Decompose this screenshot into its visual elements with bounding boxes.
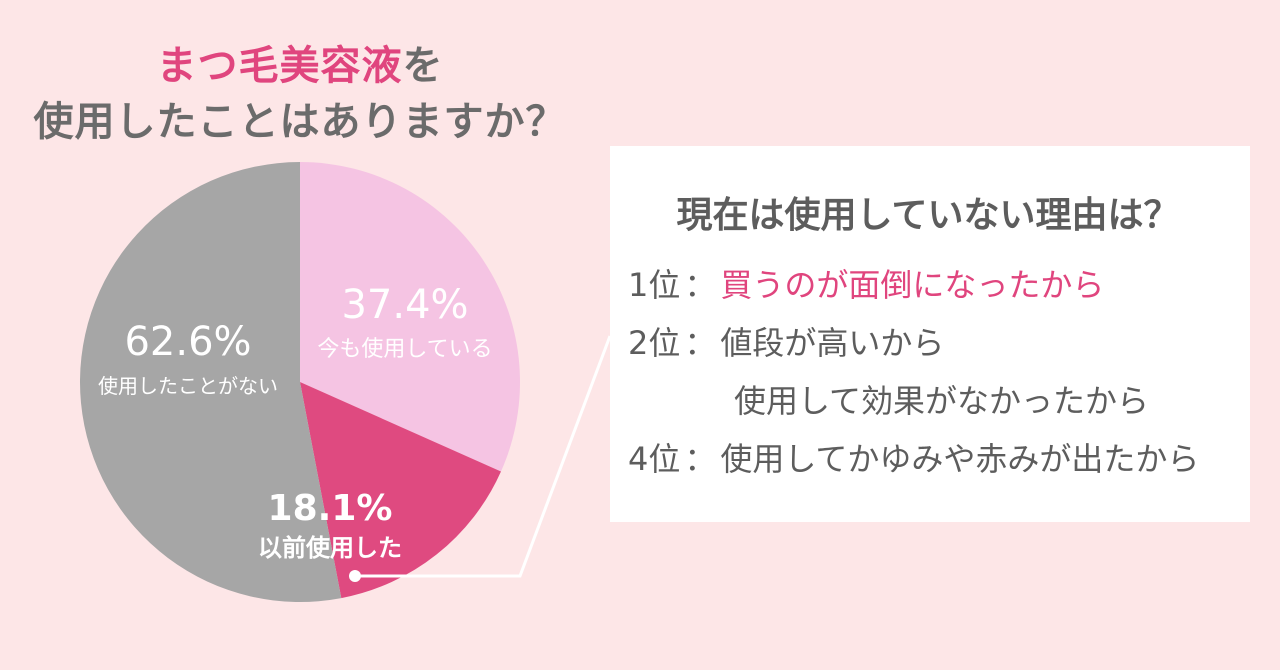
slice-category-label: 今も使用している [317,337,492,362]
slice-never-used [79,162,342,603]
slice-currently-using [300,162,520,472]
reasons-heading: 現在は使用していない理由は？ [676,195,1180,236]
reason-text: 使用して効果がなかったから [734,382,1150,420]
reason-row-4: 4位：使用してかゆみや赤みが出たから [628,430,1250,488]
reason-colon: ： [684,440,717,478]
reason-colon: ： [684,266,717,304]
reason-colon: ： [684,324,717,362]
slice-category-label: 使用したことがない [98,374,278,398]
reason-text: 値段が高いから [720,324,945,362]
reason-rank: 1位 [628,266,681,304]
callout-connector-line [355,335,612,578]
slice-previously-used [300,382,501,599]
reason-text: 使用してかゆみや赤みが出たから [720,440,1200,478]
chart-title: まつ毛美容液を 使用したことはありますか？ [0,38,600,150]
reason-row-3: 使用して効果がなかったから [628,372,1250,430]
reason-rank: 2位 [628,324,681,362]
reason-rank: 4位 [628,440,681,478]
title-line1-rest: を [402,43,444,89]
slice-value-label: 18.1% [268,488,393,529]
reasons-panel: 現在は使用していない理由は？ 1位：買うのが面倒になったから 2位：値段が高いか… [610,146,1250,522]
reason-row-2: 2位：値段が高いから [628,314,1250,372]
reason-row-1: 1位：買うのが面倒になったから [628,256,1250,314]
title-accent: まつ毛美容液 [156,43,403,89]
slice-value-label: 37.4% [341,282,468,328]
callout-connector-dot [349,570,361,582]
slice-category-label: 以前使用した [258,534,402,562]
slice-value-label: 62.6% [124,319,251,365]
title-line2: 使用したことはありますか？ [33,99,567,145]
reason-text: 買うのが面倒になったから [720,266,1105,304]
